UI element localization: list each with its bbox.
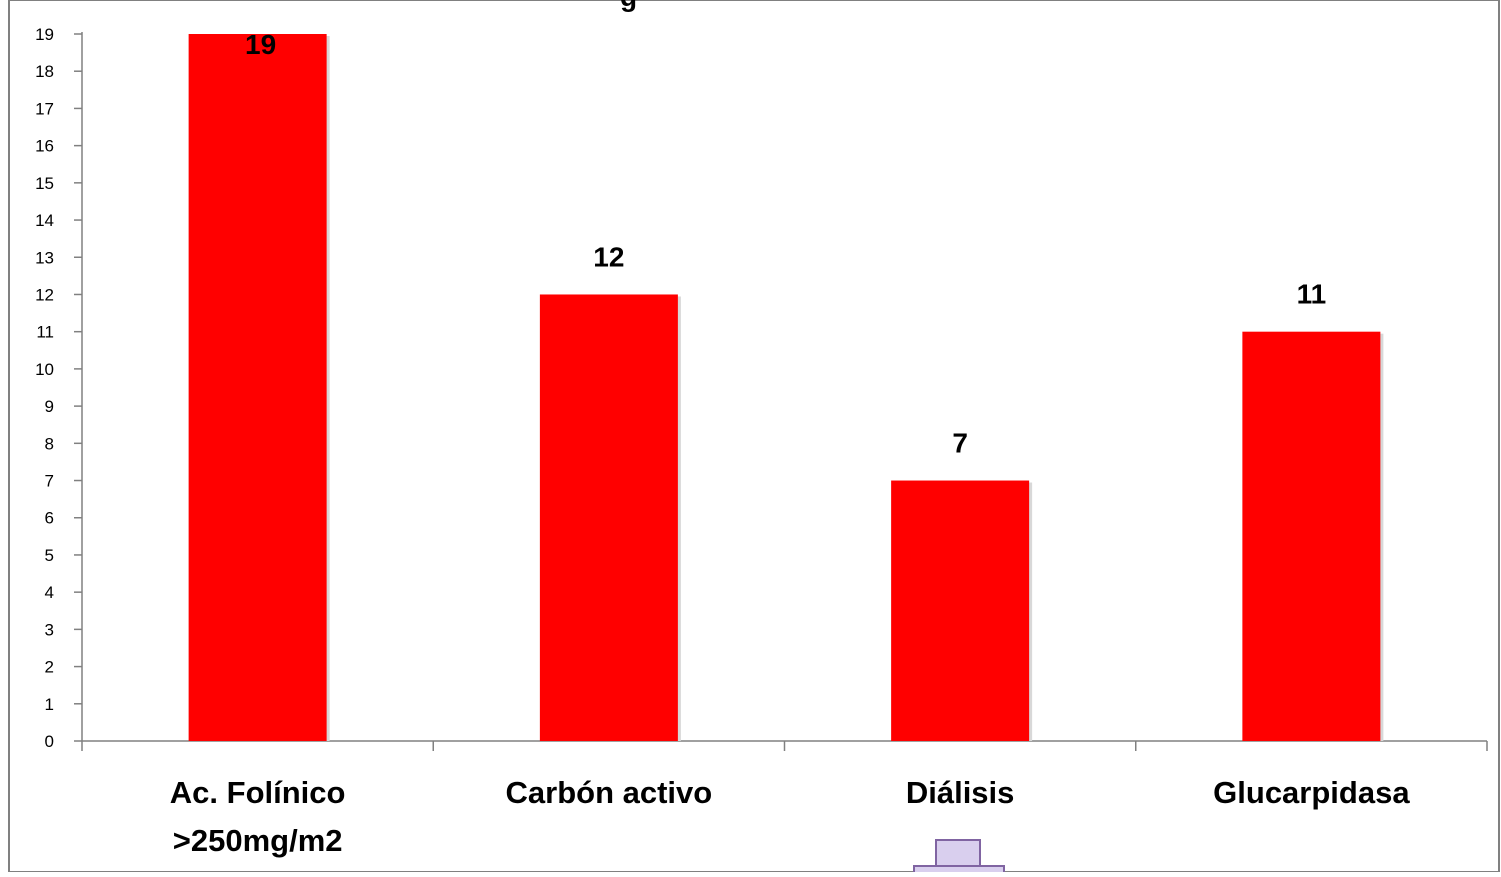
data-label: 11	[1297, 279, 1327, 310]
category-label: Ac. Folínico	[170, 775, 346, 810]
y-tick-label: 4	[45, 583, 54, 602]
data-label: 19	[245, 29, 276, 60]
y-tick-label: 6	[45, 509, 54, 528]
y-tick-label: 3	[45, 620, 54, 639]
y-tick-label: 0	[45, 732, 54, 751]
bar	[539, 294, 678, 741]
title-fragment: g	[620, 0, 637, 12]
category-label: Diálisis	[906, 775, 1015, 810]
y-tick-label: 10	[35, 360, 54, 379]
x-labels: Ac. Folínico >250mg/m2 Carbón activo Diális…	[170, 775, 1411, 858]
y-tick-label: 12	[35, 285, 54, 304]
category-label: Glucarpidasa	[1213, 775, 1410, 810]
y-tick-label: 9	[45, 397, 54, 416]
y-tick-label: 14	[35, 211, 54, 230]
y-tick-label: 5	[45, 546, 54, 565]
bars	[188, 34, 1384, 741]
category-label: >250mg/m2	[173, 823, 343, 858]
category-label: Carbón activo	[506, 775, 713, 810]
data-labels: 19 12 7 11	[245, 29, 1326, 459]
y-tick-label: 8	[45, 434, 54, 453]
y-tick-label: 7	[45, 472, 54, 491]
y-tick-label: 11	[36, 323, 54, 342]
bar	[891, 480, 1030, 741]
data-label: 7	[952, 428, 968, 459]
y-tick-label: 2	[45, 658, 54, 677]
plus-shape-arm	[913, 865, 1005, 872]
y-tick-label: 1	[45, 695, 54, 714]
data-label: 12	[593, 241, 624, 272]
y-tick-label: 18	[35, 62, 54, 81]
y-tick-label: 13	[35, 248, 54, 267]
y-tick-label: 19	[35, 25, 54, 44]
y-tick-label: 15	[35, 174, 54, 193]
bar	[188, 34, 327, 741]
bar	[1242, 331, 1381, 741]
y-tick-label: 17	[35, 99, 54, 118]
y-tick-label: 16	[35, 137, 54, 156]
